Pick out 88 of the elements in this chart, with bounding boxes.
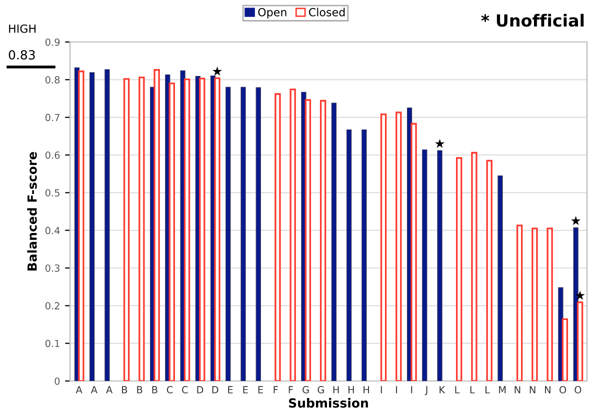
bar — [422, 149, 428, 381]
bar — [123, 78, 130, 381]
bar — [154, 69, 160, 381]
x-tick-label: B — [152, 386, 158, 394]
bar — [320, 100, 326, 381]
x-tick-label: N — [530, 386, 536, 394]
bar — [516, 224, 523, 381]
x-tick-label: O — [560, 386, 566, 394]
x-tick-label: E — [228, 386, 233, 394]
y-tick-label: 0.6 — [45, 151, 60, 159]
x-tick-label: I — [411, 386, 412, 394]
data-label: ★ — [434, 138, 445, 148]
bar — [199, 78, 206, 381]
x-tick-label: C — [166, 386, 173, 394]
bar — [498, 175, 503, 381]
bar — [331, 102, 336, 381]
x-tick-label: M — [499, 386, 506, 394]
bar — [240, 86, 246, 381]
x-tick-label: E — [243, 386, 248, 394]
y-tick-label: 0.2 — [45, 302, 60, 310]
x-tick-label: A — [90, 386, 98, 394]
bar — [214, 77, 220, 381]
x-tick-label: B — [137, 386, 142, 394]
bar — [168, 82, 175, 381]
x-tick-label: L — [455, 386, 460, 394]
x-tick-label: H — [333, 386, 339, 394]
bar — [290, 88, 296, 381]
x-tick-label: L — [485, 386, 490, 394]
x-tick-label: L — [470, 386, 475, 394]
x-tick-label: F — [274, 386, 278, 394]
x-tick-label: F — [288, 386, 293, 394]
y-tick-label: 0.3 — [45, 264, 60, 272]
x-tick-label: N — [545, 386, 550, 394]
x-tick-label: H — [348, 386, 354, 394]
bar — [138, 76, 145, 381]
bar — [532, 228, 538, 381]
y-tick-label: 0.5 — [45, 189, 60, 196]
bar — [346, 129, 352, 381]
legend-label: Open — [258, 8, 286, 19]
x-tick-label: N — [514, 386, 520, 394]
y-axis-title: Balanced F-score — [27, 152, 37, 270]
x-tick-label: G — [302, 386, 309, 394]
bar — [396, 112, 402, 381]
text: HIGH — [9, 24, 36, 33]
y-tick-label: 0.4 — [45, 226, 60, 234]
x-tick-label: D — [212, 386, 218, 394]
x-axis-title: Submission — [288, 398, 368, 408]
x-tick-label: K — [440, 386, 446, 394]
bar — [456, 157, 462, 381]
text: * Unofficial — [481, 14, 584, 27]
bar — [226, 86, 231, 381]
data-label: ★ — [571, 216, 581, 226]
bar — [380, 113, 387, 381]
bar — [362, 129, 367, 381]
y-tick-label: 0 — [54, 377, 60, 385]
bar — [78, 70, 84, 381]
bar — [562, 318, 568, 381]
bar — [304, 99, 312, 381]
x-tick-label: O — [574, 386, 582, 394]
x-tick-label: C — [182, 386, 188, 394]
data-label: ★ — [212, 66, 222, 76]
x-tick-label: A — [106, 386, 113, 394]
x-tick-label: G — [318, 386, 324, 394]
bar — [274, 93, 281, 381]
bar — [486, 160, 492, 381]
x-tick-label: H — [364, 386, 369, 394]
bar — [90, 72, 95, 381]
bar — [184, 78, 190, 381]
x-tick-label: D — [197, 386, 204, 394]
bar — [256, 87, 261, 381]
bar — [471, 152, 478, 381]
x-tick-label: J — [424, 386, 428, 396]
bar — [410, 122, 417, 381]
y-tick-label: 0.1 — [45, 340, 60, 348]
legend-label: Closed — [308, 8, 345, 16]
y-tick-label: 0.7 — [45, 114, 60, 122]
x-tick-label: E — [258, 386, 263, 394]
bar — [546, 228, 553, 381]
x-tick-label: B — [122, 386, 128, 394]
bar — [437, 150, 442, 381]
text: 0.83 — [8, 50, 35, 60]
y-tick-label: 0.8 — [45, 76, 60, 84]
x-tick-label: I — [380, 386, 382, 394]
x-tick-label: A — [76, 386, 82, 394]
y-tick-label: 0.9 — [45, 38, 60, 46]
bar — [576, 301, 584, 381]
bar — [104, 69, 110, 381]
x-tick-label: I — [396, 386, 398, 394]
